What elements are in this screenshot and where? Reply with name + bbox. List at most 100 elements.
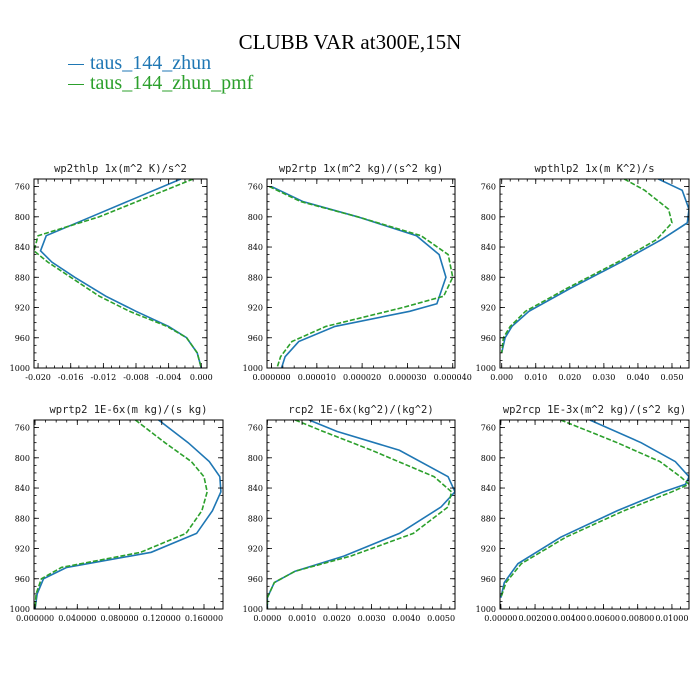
panel-4: wprtp2 1E-6x(m kg)/(s kg) 760 800 840 880 920… [10,404,224,623]
x-tick-label: 0.00600 [587,614,620,623]
y-tick-label: 840 [481,484,496,493]
x-tick-label: 0.040 [626,373,649,382]
series-line-1 [500,420,689,598]
x-tick-label: 0.050 [661,373,684,382]
series-line-2 [268,185,454,368]
y-tick-label: 760 [481,424,496,433]
y-tick-label: 1000 [10,364,30,373]
y-tick-label: 880 [248,273,263,282]
axis-frame [266,419,456,610]
y-tick-label: 920 [15,545,30,554]
x-tick-label: 0.00000 [484,614,517,623]
panel-title: wp2rcp 1E-3x(m^2 kg)/(s^2 kg) [503,404,686,416]
x-tick-label: -0.012 [91,373,117,382]
series-line-1 [500,179,689,354]
x-tick-label: 0.0020 [323,614,351,623]
y-tick-label: 920 [248,545,263,554]
x-tick-label: 0.160000 [185,614,223,623]
legend-label: taus_144_zhun [90,52,212,74]
x-tick-label: 0.0040 [392,614,420,623]
y-tick-label: 880 [15,514,30,523]
legend-line-icon [68,83,84,85]
x-tick-label: -0.004 [156,373,182,382]
series-line-2 [267,420,453,609]
x-tick-label: 0.000000 [16,614,54,623]
y-tick-label: 760 [15,183,30,192]
panel-5: rcp2 1E-6x(kg^2)/(kg^2) 760 800 840 880 920 96… [243,404,456,623]
y-tick-label: 920 [15,304,30,313]
y-tick-label: 840 [15,484,30,493]
x-tick-label: 0.00400 [553,614,586,623]
panel-2: wp2rtp 1x(m^2 kg)/(s^2 kg) 760 800 840 880 92… [243,163,472,382]
panel-title: wprtp2 1E-6x(m kg)/(s kg) [49,404,207,416]
y-tick-label: 880 [481,273,496,282]
y-tick-label: 960 [481,334,496,343]
x-tick-label: 0.00200 [519,614,552,623]
y-tick-label: 960 [248,334,263,343]
y-tick-label: 960 [481,575,496,584]
x-tick-label: 0.0050 [427,614,455,623]
panel-3: wpthlp2 1x(m K^2)/s 760 800 840 880 920 960 100… [476,163,690,382]
x-tick-label: 0.000 [490,373,513,382]
y-tick-label: 760 [248,183,263,192]
y-tick-label: 1000 [243,605,263,614]
chart-title: CLUBB VAR at300E,15N [238,30,462,54]
series-line-1 [267,420,455,609]
panel-title: rcp2 1E-6x(kg^2)/(kg^2) [288,404,433,416]
y-tick-label: 1000 [10,605,30,614]
panel-1: wp2thlp 1x(m^2 K)/s^2 760 800 840 880 920 960 1… [10,163,213,382]
x-tick-label: 0.040000 [58,614,96,623]
y-tick-label: 800 [481,213,496,222]
x-tick-label: 0.080000 [100,614,138,623]
x-tick-label: 0.000 [190,373,213,382]
x-tick-label: -0.016 [58,373,84,382]
y-tick-label: 880 [15,273,30,282]
series-line-1 [34,420,222,609]
y-tick-label: 760 [15,424,30,433]
axis-frame [266,178,456,369]
axis-frame [499,419,690,610]
y-tick-label: 800 [248,213,263,222]
y-tick-label: 800 [481,454,496,463]
y-tick-label: 920 [248,304,263,313]
y-tick-label: 1000 [476,364,496,373]
y-tick-label: 920 [481,545,496,554]
x-tick-label: 0.120000 [143,614,181,623]
legend-entry-zhun: taus_144_zhun [68,52,211,75]
x-tick-label: 0.000020 [343,373,381,382]
axis-frame [33,419,224,610]
x-tick-label: 0.000030 [388,373,426,382]
x-tick-label: 0.0030 [358,614,386,623]
x-tick-label: 0.000000 [252,373,290,382]
legend-entry-zhun-pmf: taus_144_zhun_pmf [68,72,253,95]
x-tick-label: 0.010 [524,373,547,382]
x-tick-label: -0.008 [123,373,149,382]
x-tick-label: 0.01000 [655,614,688,623]
y-tick-label: 800 [248,454,263,463]
x-tick-label: 0.00800 [621,614,654,623]
y-tick-label: 840 [481,243,496,252]
y-tick-label: 880 [248,514,263,523]
series-line-1 [271,185,447,368]
panel-6: wp2rcp 1E-3x(m^2 kg)/(s^2 kg) 760 800 840 88… [476,404,690,623]
x-tick-label: 0.030 [592,373,615,382]
x-tick-label: 0.000010 [298,373,336,382]
x-tick-label: 0.0000 [253,614,281,623]
panel-title: wp2rtp 1x(m^2 kg)/(s^2 kg) [279,163,443,175]
y-tick-label: 800 [15,213,30,222]
y-tick-label: 1000 [243,364,263,373]
y-tick-label: 960 [15,575,30,584]
y-tick-label: 880 [481,514,496,523]
x-tick-label: 0.000040 [434,373,472,382]
y-tick-label: 760 [248,424,263,433]
series-line-2 [500,179,673,353]
series-line-2 [500,420,689,598]
y-tick-label: 760 [481,183,496,192]
y-tick-label: 840 [15,243,30,252]
y-tick-label: 840 [248,484,263,493]
legend-line-icon [68,63,84,65]
y-tick-label: 920 [481,304,496,313]
y-tick-label: 1000 [476,605,496,614]
x-tick-label: -0.020 [25,373,51,382]
legend-label: taus_144_zhun_pmf [90,72,254,94]
